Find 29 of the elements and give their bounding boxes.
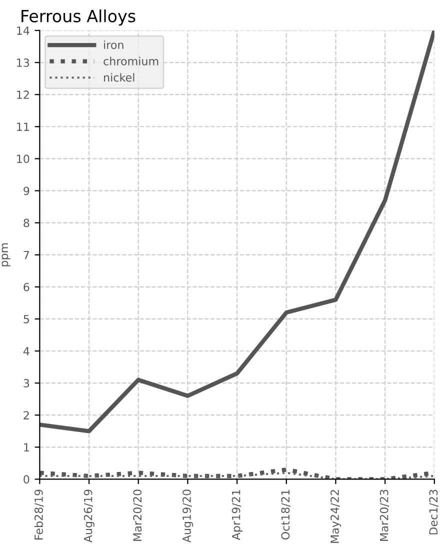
x-tick-label: Feb28/19 (34, 490, 44, 540)
y-tick-label: 3 (24, 379, 30, 388)
x-tick-label: Oct18/21 (281, 490, 290, 540)
y-tick-label: 4 (23, 347, 30, 356)
y-tick-label: 0 (24, 475, 30, 484)
y-tick-label: 6 (24, 282, 30, 292)
y-tick-label: 13 (17, 58, 30, 67)
y-tick-label: 12 (17, 90, 29, 99)
legend-label: iron (104, 40, 124, 50)
x-tick-label: Aug19/20 (182, 490, 194, 543)
legend-label: nickel (104, 73, 134, 82)
y-tick-label: 1 (24, 443, 29, 452)
y-axis-title: ppm (2, 243, 10, 266)
y-tick-label: 10 (17, 154, 30, 164)
y-tick-label: 11 (17, 122, 29, 131)
x-tick-label: Mar20/23 (380, 490, 390, 541)
y-tick-label: 7 (24, 250, 30, 260)
y-tick-label: 8 (24, 218, 30, 228)
x-tick-label: Mar20/20 (133, 490, 142, 541)
y-tick-label: 14 (17, 26, 30, 35)
x-tick-label: Aug26/19 (84, 490, 94, 543)
chart-title: Ferrous Alloys (22, 9, 136, 26)
y-tick-label: 9 (24, 186, 30, 196)
x-tick-label: May24/22 (330, 490, 342, 543)
x-tick-label: Apr19/21 (232, 490, 242, 540)
y-tick-label: 2 (24, 411, 29, 420)
y-tick-label: 5 (24, 315, 29, 324)
legend-label: chromium (104, 56, 158, 66)
x-tick-label: Dec1/23 (429, 490, 438, 534)
